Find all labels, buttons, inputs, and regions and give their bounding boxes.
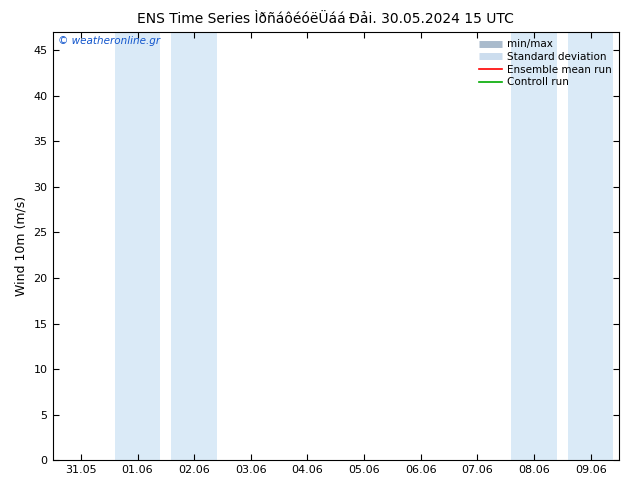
Text: © weatheronline.gr: © weatheronline.gr [58, 36, 160, 47]
Bar [568, 32, 613, 460]
Bar [115, 32, 160, 460]
Text: Đải. 30.05.2024 15 UTC: Đải. 30.05.2024 15 UTC [349, 12, 514, 26]
Bar [512, 32, 557, 460]
Legend: min/max, Standard deviation, Ensemble mean run, Controll run: min/max, Standard deviation, Ensemble me… [477, 37, 614, 89]
Y-axis label: Wind 10m (m/s): Wind 10m (m/s) [15, 196, 28, 296]
Bar [172, 32, 217, 460]
Text: ENS Time Series ÌðñáôéóëÜáá: ENS Time Series ÌðñáôéóëÜáá [136, 12, 346, 26]
